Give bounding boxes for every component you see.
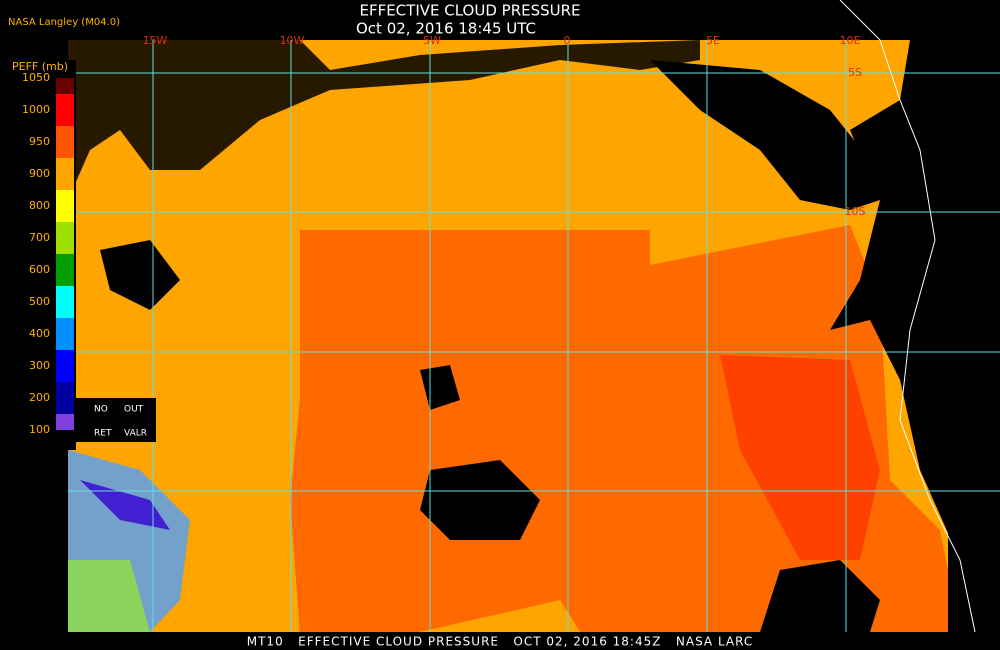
longitude-label: 5W bbox=[423, 34, 441, 47]
longitude-label: 5E bbox=[706, 34, 720, 47]
legend-swatch bbox=[56, 94, 74, 126]
latitude-label: 5S bbox=[848, 66, 862, 79]
land bbox=[948, 40, 1000, 632]
land bbox=[830, 40, 960, 632]
map bbox=[68, 0, 1000, 633]
legend-label: 1000 bbox=[22, 103, 50, 116]
legend-label: 300 bbox=[29, 359, 50, 372]
high-pressure-cloud bbox=[720, 355, 880, 560]
longitude-label: 10W bbox=[280, 34, 305, 47]
legend-label: 1050 bbox=[22, 71, 50, 84]
legend-swatch bbox=[56, 126, 74, 158]
footer: MT10 EFFECTIVE CLOUD PRESSURE OCT 02, 20… bbox=[247, 635, 753, 649]
high-cloud bbox=[80, 480, 170, 530]
legend-box-panel bbox=[76, 398, 156, 442]
legend-label: 950 bbox=[29, 135, 50, 148]
legend-swatch bbox=[56, 78, 74, 94]
legend-swatch bbox=[56, 222, 74, 254]
legend-swatch bbox=[56, 414, 74, 430]
longitude-label: 0 bbox=[564, 34, 571, 47]
subtitle: Oct 02, 2016 18:45 UTC bbox=[356, 20, 536, 38]
legend-title: PEFF (mb) bbox=[12, 60, 68, 73]
legend-label: 400 bbox=[29, 327, 50, 340]
legend-swatch bbox=[56, 286, 74, 318]
clear-sky bbox=[420, 460, 540, 540]
legend-label: 900 bbox=[29, 167, 50, 180]
legend-label: 800 bbox=[29, 199, 50, 212]
footer-bar bbox=[0, 632, 1000, 650]
legend-label: 600 bbox=[29, 263, 50, 276]
latitude-label: 10S bbox=[845, 205, 866, 218]
source-label: NASA Langley (M04.0) bbox=[8, 17, 120, 28]
legend-box-label: RET bbox=[94, 429, 112, 439]
title: EFFECTIVE CLOUD PRESSURE bbox=[359, 2, 580, 20]
longitude-label: 10E bbox=[840, 34, 861, 47]
legend-swatch bbox=[56, 254, 74, 286]
legend-swatch bbox=[56, 382, 74, 414]
legend-box-label: VALR bbox=[124, 429, 147, 439]
clear-sky bbox=[100, 240, 180, 310]
legend-box-label: NO bbox=[94, 405, 108, 415]
graticule bbox=[68, 40, 1000, 632]
legend-swatch bbox=[56, 318, 74, 350]
legend-swatch bbox=[56, 350, 74, 382]
mid-cloud bbox=[68, 560, 150, 632]
coastline bbox=[839, 0, 976, 633]
legend-label: 700 bbox=[29, 231, 50, 244]
legend-swatch bbox=[56, 190, 74, 222]
clear-sky bbox=[68, 40, 700, 200]
legend-label: 100 bbox=[29, 423, 50, 436]
legend-box-label: OUT bbox=[124, 405, 144, 415]
legend-label: 500 bbox=[29, 295, 50, 308]
legend-swatch bbox=[56, 158, 74, 190]
longitude-label: 15W bbox=[143, 34, 168, 47]
legend-label: 200 bbox=[29, 391, 50, 404]
clear-sky bbox=[760, 560, 880, 632]
